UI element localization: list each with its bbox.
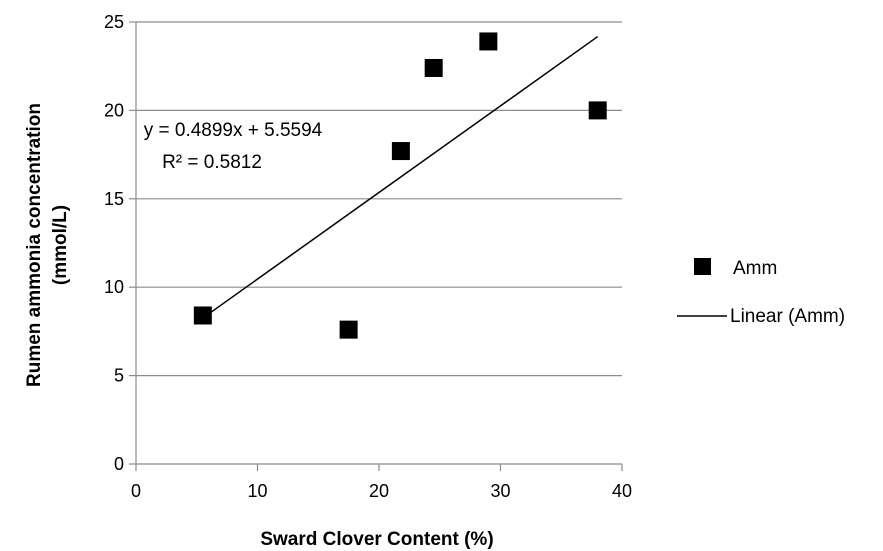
legend: Amm Linear (Amm) xyxy=(677,258,845,327)
y-axis-title-line-2: (mmol/L) xyxy=(50,205,71,285)
data-point-5 xyxy=(479,32,498,51)
data-points xyxy=(193,32,607,339)
y-tick-label-5: 5 xyxy=(114,366,124,386)
trendline-equation: y = 0.4899x + 5.5594 xyxy=(144,120,323,141)
data-point-6 xyxy=(588,101,607,120)
gridlines xyxy=(136,21,622,377)
x-axis-title: Sward Clover Content (%) xyxy=(260,529,493,550)
y-tick-label-0: 0 xyxy=(114,454,124,474)
legend-marker-square xyxy=(694,258,711,275)
trendline-layer xyxy=(202,35,599,319)
x-tick-label-30: 30 xyxy=(490,481,510,501)
legend-label-series: Amm xyxy=(733,258,777,279)
tick-labels: 0 5 10 15 20 25 0 10 20 30 40 xyxy=(104,12,632,501)
y-tick-label-20: 20 xyxy=(104,100,124,120)
data-point-4 xyxy=(424,58,443,77)
trendline xyxy=(202,35,599,319)
y-tick-label-10: 10 xyxy=(104,277,124,297)
y-tick-label-15: 15 xyxy=(104,189,124,209)
x-tick-label-10: 10 xyxy=(247,481,267,501)
y-axis-title-line-1: Rumen ammonia concentration xyxy=(24,103,45,387)
x-tick-label-40: 40 xyxy=(612,481,632,501)
x-tick-label-20: 20 xyxy=(369,481,389,501)
data-point-3 xyxy=(391,142,410,161)
legend-label-trendline: Linear (Amm) xyxy=(730,306,845,327)
axes xyxy=(129,21,623,471)
data-point-2 xyxy=(339,320,358,339)
r-squared-label: R² = 0.5812 xyxy=(162,152,262,173)
y-tick-label-25: 25 xyxy=(104,12,124,32)
data-point-1 xyxy=(193,306,212,325)
x-tick-label-0: 0 xyxy=(131,481,141,501)
